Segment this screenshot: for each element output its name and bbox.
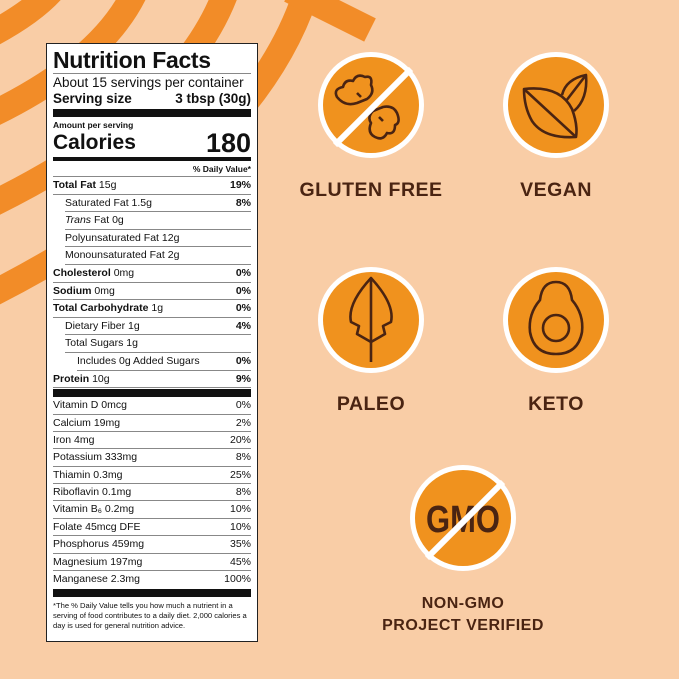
- paleo-leaf-icon: [318, 267, 424, 373]
- nutrient-amount: 1g: [126, 337, 138, 350]
- nutrient-daily-value: 19%: [229, 179, 251, 191]
- vitamin-row: Vitamin D 0mcg 0%: [53, 397, 251, 415]
- vitamin-row: Manganese 2.3mg 100%: [53, 571, 251, 588]
- nutrient-row: Protein 10g 9%: [53, 371, 251, 389]
- nutrient-row: Total Fat 15g 19%: [53, 177, 251, 195]
- vitamin-name: Manganese 2.3mg: [53, 573, 140, 586]
- nutrient-name: Total Carbohydrate: [53, 302, 149, 315]
- vitamin-name: Iron 4mg: [53, 433, 95, 446]
- nutrient-row: Saturated Fat 1.5g 8%: [65, 195, 251, 213]
- vitamin-daily-value: 45%: [229, 555, 251, 568]
- nutrient-daily-value: 0%: [235, 302, 251, 315]
- nutrient-name: Polyunsaturated Fat: [65, 231, 159, 244]
- keto-avocado-icon: [503, 267, 609, 373]
- vegan-label: VEGAN: [520, 179, 592, 201]
- label-title: Nutrition Facts: [53, 47, 251, 74]
- nutrient-amount: 1g: [151, 302, 164, 315]
- vitamin-row: Calcium 19mg 2%: [53, 415, 251, 432]
- vitamin-daily-value: 35%: [229, 538, 251, 551]
- nutrient-name: Trans: [65, 214, 92, 227]
- vitamin-name: Folate 45mcg DFE: [53, 520, 141, 533]
- vitamin-row: Thiamin 0.3mg 25%: [53, 467, 251, 485]
- nutrition-facts-label: Nutrition Facts About 15 servings per co…: [46, 43, 258, 642]
- vitamin-row: Riboflavin 0.1mg 8%: [53, 484, 251, 502]
- nutrient-amount: 0mg: [94, 284, 115, 297]
- nutrient-name: Protein: [53, 372, 90, 385]
- nutrient-amount: 10g: [92, 372, 110, 385]
- vitamin-row: Phosphorus 459mg 35%: [53, 536, 251, 554]
- vitamin-daily-value: 10%: [229, 503, 251, 516]
- vitamin-daily-value: 100%: [224, 573, 251, 586]
- nutrient-amount: 12g: [161, 231, 180, 244]
- vitamin-daily-value: 25%: [229, 468, 251, 481]
- vitamin-row: Magnesium 197mg 45%: [53, 554, 251, 572]
- gluten-free-label: GLUTEN FREE: [299, 179, 443, 201]
- nutrient-name: Monounsaturated Fat: [65, 249, 165, 262]
- nutrient-row: Trans Fat 0g: [65, 212, 251, 230]
- footnote: *The % Daily Value tells you how much a …: [53, 601, 247, 631]
- vitamin-daily-value: 8%: [235, 486, 251, 499]
- nutrient-name: Total Sugars: [65, 337, 124, 350]
- nutrient-amount: 1.5g: [131, 196, 152, 209]
- nutrient-amount: Fat 0g: [93, 214, 124, 227]
- nutrient-amount: 0mg: [113, 266, 135, 279]
- vitamin-name: Potassium 333mg: [53, 451, 138, 464]
- nutrient-daily-value: 8%: [235, 196, 251, 209]
- gluten-free-icon: [318, 52, 424, 158]
- vitamin-name: Thiamin 0.3mg: [53, 468, 123, 481]
- nutrient-name: Saturated Fat: [65, 196, 129, 209]
- calories: Calories 180: [53, 128, 251, 158]
- vitamin-daily-value: 20%: [229, 433, 251, 446]
- vegan-leaf-icon: [503, 52, 609, 158]
- amount-per-serving: Amount per serving: [53, 120, 134, 130]
- vitamin-row: Vitamin B₆ 0.2mg 10%: [53, 501, 251, 519]
- nutrient-daily-value: 0%: [235, 284, 251, 297]
- vitamin-row: Iron 4mg 20%: [53, 432, 251, 450]
- vitamin-name: Riboflavin 0.1mg: [53, 486, 132, 499]
- vitamin-name: Phosphorus 459mg: [53, 538, 145, 551]
- vitamin-name: Calcium 19mg: [53, 416, 121, 429]
- vitamin-daily-value: 2%: [235, 416, 251, 429]
- vitamin-name: Vitamin B₆ 0.2mg: [53, 503, 135, 516]
- nutrient-row: Cholesterol 0mg 0%: [53, 265, 251, 283]
- nutrient-amount: 15g: [98, 179, 117, 191]
- nutrient-name: Cholesterol: [53, 266, 111, 279]
- nutrient-row: Polyunsaturated Fat 12g: [65, 230, 251, 248]
- nutrient-amount: 2g: [167, 249, 180, 262]
- paleo-label: PALEO: [336, 393, 406, 415]
- nutrient-daily-value: 4%: [235, 319, 251, 332]
- nutrient-name: Total Fat: [53, 179, 96, 191]
- nutrient-row: Total Sugars 1g: [65, 335, 251, 353]
- divider: [53, 589, 251, 598]
- serving-size: Serving size 3 tbsp (30g): [53, 91, 251, 106]
- daily-value-header: % Daily Value*: [53, 162, 251, 177]
- vitamin-daily-value: 8%: [235, 451, 251, 464]
- divider: [53, 389, 251, 398]
- keto-label: KETO: [528, 393, 584, 415]
- nutrient-row: Total Carbohydrate 1g 0%: [53, 300, 251, 318]
- non-gmo-icon: GMO: [410, 465, 516, 571]
- nutrient-row: Monounsaturated Fat 2g: [65, 247, 251, 265]
- nutrient-name: Dietary Fiber: [65, 319, 126, 332]
- vitamin-row: Potassium 333mg 8%: [53, 449, 251, 467]
- nutrient-name: Sodium: [53, 284, 92, 297]
- divider: [53, 157, 251, 161]
- nutrient-row: Sodium 0mg 0%: [53, 283, 251, 301]
- vitamin-name: Vitamin D 0mcg: [53, 399, 127, 412]
- divider: [53, 109, 251, 117]
- non-gmo-label: NON-GMO PROJECT VERIFIED: [382, 595, 544, 634]
- vitamin-daily-value: 10%: [229, 520, 251, 533]
- vitamin-name: Magnesium 197mg: [53, 555, 143, 568]
- vitamin-daily-value: 0%: [235, 399, 251, 412]
- vitamin-row: Folate 45mcg DFE 10%: [53, 519, 251, 537]
- nutrient-daily-value: 0%: [235, 354, 251, 367]
- nutrient-row: Dietary Fiber 1g 4%: [65, 318, 251, 336]
- nutrient-name: Includes 0g Added Sugars: [77, 354, 200, 367]
- nutrient-amount: 1g: [128, 319, 140, 332]
- nutrient-daily-value: 9%: [235, 372, 251, 385]
- nutrient-daily-value: 0%: [235, 266, 251, 279]
- nutrient-row: Includes 0g Added Sugars 0%: [77, 353, 251, 371]
- servings-per-container: About 15 servings per container: [53, 75, 244, 90]
